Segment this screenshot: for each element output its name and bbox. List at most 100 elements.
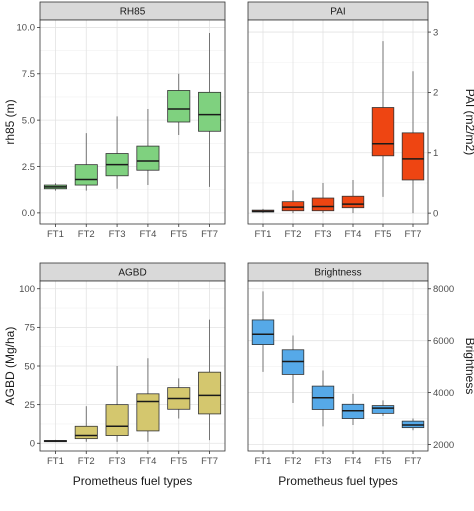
y-tick-label: 7.5 [22, 69, 35, 80]
x-tick-label: FT1 [47, 456, 64, 467]
x-tick-label: FT4 [345, 229, 362, 240]
x-tick-label: FT1 [47, 229, 64, 240]
box-ft5 [371, 41, 395, 197]
box-body [251, 319, 275, 345]
y-axis-title: rh85 (m) [3, 99, 17, 144]
plot-area [40, 20, 225, 224]
box-body [371, 405, 395, 414]
box-ft7 [198, 32, 222, 187]
box-ft3 [311, 182, 335, 214]
y-tick-label: 6000 [433, 336, 454, 347]
panel-border [39, 19, 226, 225]
box-ft1 [43, 439, 67, 443]
y-axis-title: Brightness [463, 338, 474, 395]
box-body [198, 371, 222, 415]
box-ft3 [311, 370, 335, 427]
y-tick-label: 1 [433, 148, 438, 159]
box-ft7 [401, 418, 425, 431]
y-axis-title: AGBD (Mg/ha) [3, 327, 17, 406]
x-tick-label: FT5 [375, 229, 392, 240]
x-tick-label: FT4 [139, 456, 156, 467]
box-ft2 [281, 190, 305, 214]
panel-rh85: RH85 0.0 2.5 5.0 7.5 10.0 FT1 FT2 FT3 FT4 FT5 FT7 rh… [3, 1, 226, 240]
panel-agbd: AGBD 0 25 50 75 100 FT1 FT2 FT3 FT4 FT5 FT7 AGBD (Mg… [3, 262, 226, 467]
box-body [167, 90, 191, 123]
box-ft4 [136, 109, 160, 186]
panel-title: RH85 [120, 7, 146, 18]
box-body [136, 393, 160, 432]
x-tick-label: FT7 [405, 229, 422, 240]
box-ft1 [251, 208, 275, 214]
x-tick-label: FT3 [315, 229, 332, 240]
box-ft7 [198, 319, 222, 441]
box-ft1 [251, 291, 275, 372]
panel-brightness: Brightness 2000 4000 6000 8000 FT1 FT2 FT3 FT4 FT… [247, 262, 474, 467]
panel-border [247, 280, 429, 452]
x-tick-label: FT3 [109, 229, 126, 240]
box-body [281, 201, 305, 212]
panel-title: Brightness [314, 268, 361, 279]
y-tick-label: 5.0 [22, 115, 35, 126]
y-tick-label: 10.0 [17, 23, 36, 34]
y-tick-label: 25 [24, 400, 35, 411]
box-ft2 [74, 133, 98, 191]
panel-border [247, 19, 429, 225]
box-ft3 [105, 366, 129, 442]
panel-pai: PAI 0 1 2 3 FT1 FT2 FT3 FT4 FT5 FT7 PAI (m2/m2) [247, 1, 474, 240]
x-tick-label: FT2 [78, 456, 95, 467]
x-tick-label: FT7 [201, 456, 218, 467]
x-tick-label: FT7 [405, 456, 422, 467]
box-ft4 [341, 179, 365, 214]
x-tick-label: FT5 [375, 456, 392, 467]
y-tick-label: 4000 [433, 388, 454, 399]
x-tick-label: FT2 [78, 229, 95, 240]
box-ft4 [341, 393, 365, 426]
x-tick-label: FT4 [345, 456, 362, 467]
panel-title: PAI [330, 7, 345, 18]
box-body [105, 404, 129, 436]
y-tick-label: 100 [19, 284, 35, 295]
y-tick-label: 8000 [433, 284, 454, 295]
x-tick-label: FT2 [285, 229, 302, 240]
box-body [341, 195, 365, 209]
y-tick-label: 0.0 [22, 208, 35, 219]
box-body [198, 91, 222, 132]
y-tick-label: 2.5 [22, 162, 35, 173]
x-tick-label: FT7 [201, 229, 218, 240]
box-ft3 [105, 116, 129, 189]
box-body [311, 197, 335, 212]
box-ft5 [167, 73, 191, 135]
box-body [371, 107, 395, 157]
x-tick-label: FT2 [285, 456, 302, 467]
x-tick-label: FT1 [255, 456, 272, 467]
y-tick-label: 50 [24, 361, 35, 372]
box-body [401, 132, 425, 181]
box-ft2 [281, 335, 305, 403]
box-body [136, 145, 160, 171]
box-ft5 [371, 400, 395, 416]
y-tick-label: 75 [24, 323, 35, 334]
box-body [74, 425, 98, 440]
box-ft1 [43, 183, 67, 191]
x-tick-label: FT5 [170, 456, 187, 467]
y-axis-title: PAI (m2/m2) [463, 89, 474, 155]
y-tick-label: 3 [433, 27, 438, 38]
y-tick-label: 0 [433, 208, 438, 219]
x-tick-label: FT1 [255, 229, 272, 240]
x-tick-label: FT3 [109, 456, 126, 467]
plot-area [248, 20, 428, 224]
panel-title: AGBD [118, 268, 146, 279]
box-ft4 [136, 358, 160, 442]
box-ft2 [74, 406, 98, 442]
plot-area [248, 281, 428, 451]
box-ft5 [167, 378, 191, 419]
y-tick-label: 2 [433, 88, 438, 99]
x-tick-label: FT4 [139, 229, 156, 240]
x-axis-title: Prometheus fuel types [278, 474, 397, 488]
y-tick-label: 2000 [433, 440, 454, 451]
x-tick-label: FT5 [170, 229, 187, 240]
box-ft7 [401, 71, 425, 214]
y-tick-label: 0 [30, 439, 35, 450]
x-axis-title: Prometheus fuel types [73, 474, 192, 488]
